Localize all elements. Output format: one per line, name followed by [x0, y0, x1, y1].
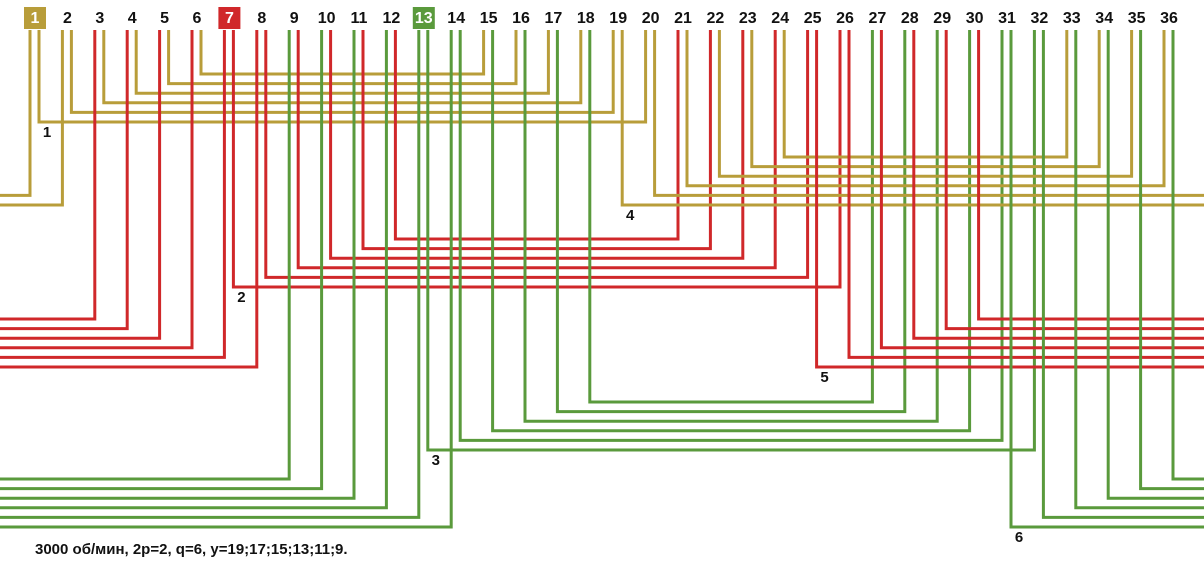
coil — [1106, 30, 1204, 500]
slot-number: 34 — [1095, 10, 1113, 27]
coil-wrap — [0, 30, 64, 207]
slot-number: 20 — [642, 10, 660, 27]
coil-wrap — [0, 30, 291, 481]
coil — [944, 30, 1204, 331]
coil-wrap — [0, 30, 324, 491]
coil — [653, 30, 1204, 197]
coil — [588, 30, 874, 404]
slot-number: 30 — [966, 10, 984, 27]
coil-wrap — [0, 30, 453, 529]
coil — [685, 30, 1166, 188]
slot-number: 9 — [290, 10, 299, 27]
slot-number: 27 — [869, 10, 887, 27]
group-label: 3 — [432, 452, 440, 469]
slot-number: 25 — [804, 10, 822, 27]
slot-number: 14 — [447, 10, 465, 27]
slot-number: 23 — [739, 10, 757, 27]
slot-number: 28 — [901, 10, 919, 27]
coil — [264, 30, 810, 279]
coil-wrap — [0, 30, 421, 519]
coil — [102, 30, 583, 105]
coil — [1041, 30, 1204, 519]
coil-wrap — [0, 30, 356, 500]
slot-number: 6 — [193, 10, 202, 27]
coil-wrap — [0, 30, 226, 359]
coil — [361, 30, 712, 251]
slot-number: 17 — [545, 10, 563, 27]
coil — [329, 30, 745, 260]
coil — [1009, 30, 1204, 529]
coil — [879, 30, 1204, 350]
group-label: 6 — [1015, 529, 1023, 546]
coil — [912, 30, 1204, 340]
wires — [0, 30, 1204, 529]
slot-number: 19 — [609, 10, 627, 27]
group-label: 5 — [820, 369, 828, 386]
coil — [555, 30, 907, 414]
coil — [717, 30, 1134, 178]
slot-number: 1 — [31, 10, 40, 27]
slot-number: 15 — [480, 10, 498, 27]
slot-highlight — [218, 7, 241, 29]
coil — [393, 30, 680, 241]
slot-number: 29 — [933, 10, 951, 27]
group-label: 1 — [43, 124, 51, 141]
coil — [69, 30, 615, 114]
slot-number: 36 — [1160, 10, 1178, 27]
slot-highlight — [24, 7, 46, 29]
slot-number: 5 — [160, 10, 169, 27]
coil — [847, 30, 1204, 359]
slot-number: 8 — [257, 10, 266, 27]
group-label: 2 — [237, 289, 245, 306]
coil-wrap — [0, 30, 388, 510]
slot-number: 12 — [383, 10, 401, 27]
coil — [1074, 30, 1204, 510]
coil — [1171, 30, 1204, 481]
slot-number: 7 — [225, 10, 234, 27]
slot-number: 3 — [95, 10, 104, 27]
caption: 3000 об/мин, 2р=2, q=6, y=19;17;15;13;11… — [35, 541, 348, 558]
slot-number: 26 — [836, 10, 854, 27]
coil — [1139, 30, 1204, 491]
slot-number: 35 — [1128, 10, 1146, 27]
coil — [782, 30, 1069, 159]
coil — [458, 30, 1004, 442]
slot-number: 16 — [512, 10, 530, 27]
slot-number: 21 — [674, 10, 692, 27]
coil-wrap — [0, 30, 97, 321]
coil — [134, 30, 550, 95]
slot-number: 11 — [351, 10, 368, 27]
coil — [199, 30, 486, 76]
slot-number: 31 — [998, 10, 1016, 27]
coil-wrap — [0, 30, 259, 369]
slot-highlight — [412, 7, 435, 29]
slot-number: 32 — [1031, 10, 1049, 27]
coil — [750, 30, 1101, 169]
slot-number: 2 — [63, 10, 72, 27]
slot-number: 22 — [707, 10, 725, 27]
slot-number: 4 — [128, 10, 137, 27]
coil — [523, 30, 939, 423]
coil — [426, 30, 1036, 452]
slot-number: 24 — [771, 10, 789, 27]
slot-number: 10 — [318, 10, 336, 27]
coil-wrap — [0, 30, 162, 340]
slot-number: 18 — [577, 10, 595, 27]
group-label: 4 — [626, 207, 635, 224]
coil — [167, 30, 518, 86]
coil — [491, 30, 972, 433]
slot-number: 33 — [1063, 10, 1081, 27]
coil — [37, 30, 648, 124]
coil-wrap — [0, 30, 129, 331]
coil — [977, 30, 1204, 321]
slot-number: 13 — [415, 10, 433, 27]
coil-wrap — [0, 30, 32, 197]
coil — [296, 30, 777, 270]
coil-wrap — [0, 30, 194, 350]
